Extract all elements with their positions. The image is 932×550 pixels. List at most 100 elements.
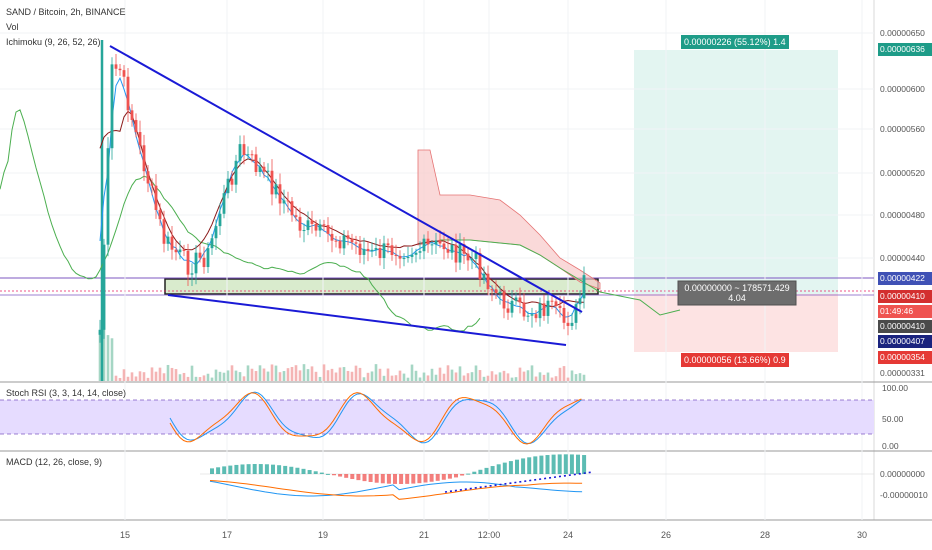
candle-body	[334, 240, 338, 242]
volume-bar	[554, 376, 558, 381]
volume-bar	[198, 377, 202, 381]
volume-bar	[462, 375, 466, 381]
ichimoku-legend[interactable]: Ichimoku (9, 26, 52, 26)	[6, 37, 101, 47]
support-box[interactable]	[164, 278, 599, 295]
volume-bar	[130, 372, 134, 381]
price-tick-label: 0.00000440	[880, 253, 925, 263]
candle-body	[490, 289, 494, 291]
volume-bar	[246, 365, 250, 381]
volume-bar	[574, 374, 578, 381]
volume-bar	[518, 367, 522, 381]
candle-body	[314, 223, 318, 231]
candle-body	[210, 238, 214, 249]
candle-body	[110, 64, 114, 149]
price-tag-lower-line: 0.00000407	[878, 335, 932, 348]
macd-histogram-bar	[258, 464, 263, 474]
macd-histogram-bar	[582, 455, 587, 474]
macd-histogram-bar	[252, 464, 257, 474]
macd-histogram-bar	[441, 474, 446, 480]
measure-box[interactable]	[677, 280, 797, 306]
macd-histogram-bar	[405, 474, 410, 484]
volume-bar	[362, 377, 366, 381]
macd-histogram-bar	[350, 474, 355, 480]
trendline-upper[interactable]	[109, 45, 583, 313]
candle-body	[434, 240, 438, 245]
volume-bar	[166, 364, 170, 381]
macd-histogram-bar	[216, 467, 221, 474]
macd-histogram-bar	[527, 457, 532, 474]
candle-body	[554, 301, 558, 306]
volume-bar	[498, 372, 502, 381]
macd-histogram-bar	[478, 469, 483, 474]
volume-bar	[190, 365, 194, 381]
candle-body	[558, 305, 562, 308]
volume-bar	[122, 369, 126, 381]
macd-legend[interactable]: MACD (12, 26, close, 9)	[6, 457, 103, 467]
stop-label[interactable]: 0.00000056 (13.66%) 0.9	[681, 353, 789, 367]
candle-body	[138, 132, 142, 146]
candle-body	[430, 244, 434, 246]
candle-body	[134, 119, 138, 133]
macd-histogram-bar	[399, 474, 404, 484]
price-tag-last: 0.00000410	[878, 320, 932, 333]
candle-body	[370, 249, 374, 252]
candle-body	[542, 303, 546, 316]
target-zone[interactable]	[634, 50, 838, 294]
candle-body	[378, 248, 382, 259]
target-label[interactable]: 0.00000226 (55.12%) 1.4	[681, 35, 789, 49]
stoch-tick-label: 100.00	[882, 383, 908, 393]
macd-histogram-bar	[490, 466, 495, 474]
time-tick-label: 19	[318, 530, 328, 540]
macd-histogram-bar	[466, 473, 471, 475]
volume-bar	[398, 370, 402, 381]
trendline-lower[interactable]	[167, 294, 567, 346]
volume-bar	[162, 373, 166, 381]
volume-bar	[426, 375, 430, 381]
macd-histogram-bar	[338, 474, 343, 477]
volume-bar	[118, 377, 122, 381]
volume-bar	[514, 377, 518, 381]
candle-body	[414, 252, 418, 255]
macd-histogram-bar	[240, 464, 245, 474]
candle-body	[310, 220, 314, 224]
stoch-d-line	[169, 392, 582, 445]
candle-body	[466, 253, 470, 261]
volume-bar	[434, 374, 438, 381]
measure-readout[interactable]: 0.00000000 ~ 178571.429 4.04	[678, 283, 796, 303]
countdown-tag: 01:49:46	[878, 305, 932, 318]
candle-body	[442, 243, 446, 250]
volume-bar	[358, 367, 362, 381]
candle-body	[338, 240, 342, 249]
volume-bar	[366, 372, 370, 381]
senkou-span-line	[440, 239, 681, 316]
measure-bars: 4.04	[728, 293, 746, 303]
stoch-rsi-legend[interactable]: Stoch RSI (3, 3, 14, 14, close)	[6, 388, 127, 398]
volume-bar	[310, 366, 314, 381]
candle-body	[546, 300, 550, 316]
macd-histogram-bar	[368, 474, 373, 482]
volume-bar	[414, 370, 418, 381]
volume-bar	[510, 377, 514, 381]
macd-histogram-bar	[228, 465, 233, 474]
volume-bar	[330, 368, 334, 381]
candle-body	[130, 110, 134, 120]
macd-histogram-bar	[417, 474, 422, 484]
axis-tick-labels: 15 17 19 21 12:00 24 26 28 30 0.00000650 0.0000060…	[120, 28, 928, 540]
volume-bar	[486, 375, 490, 381]
candle-body	[230, 178, 234, 185]
symbol-legend[interactable]: SAND / Bitcoin, 2h, BINANCE	[6, 7, 126, 17]
macd-histogram-bar	[563, 454, 568, 474]
macd-histogram-bar	[496, 464, 501, 474]
candle-body	[458, 244, 462, 263]
volume-bar	[186, 376, 190, 381]
candle-body	[270, 170, 274, 195]
macd-histogram-bar	[533, 456, 538, 474]
volume-bar	[458, 366, 462, 381]
volume-legend[interactable]: Vol	[6, 22, 19, 32]
candle-body	[578, 298, 582, 305]
volume-bar	[454, 372, 458, 381]
volume-bar	[346, 370, 350, 381]
volume-bar	[230, 365, 234, 381]
volume-bar	[114, 375, 118, 381]
